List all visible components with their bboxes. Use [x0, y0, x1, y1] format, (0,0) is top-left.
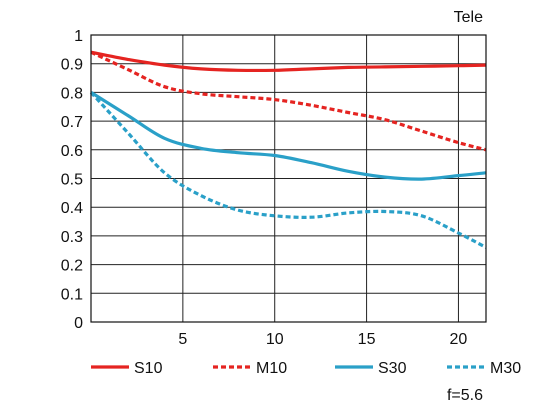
y-tick-label: 0.4 — [61, 200, 83, 217]
legend-label-s10: S10 — [134, 360, 163, 377]
chart-title: Tele — [454, 9, 483, 26]
y-tick-label: 0.7 — [61, 114, 83, 131]
series-line-s10 — [90, 50, 487, 73]
series-layer — [89, 50, 487, 249]
series-line-m30 — [89, 91, 487, 249]
y-tick-label: 0.3 — [61, 229, 83, 246]
x-tick-label: 20 — [450, 331, 468, 348]
x-tick-label: 15 — [358, 331, 376, 348]
y-tick-label: 0.2 — [61, 258, 83, 275]
legend-label-m30: M30 — [490, 360, 521, 377]
legend-label-m10: M10 — [256, 360, 287, 377]
plot-frame — [90, 34, 487, 323]
x-tick-label: 10 — [266, 331, 284, 348]
y-tick-label: 0.8 — [61, 85, 83, 102]
y-tick-label: 0.1 — [61, 286, 83, 303]
series-line-s30 — [90, 91, 487, 181]
y-axis-tick-labels: 0 0.1 0.2 0.3 0.4 0.5 0.6 0.7 0.8 0.9 1 — [61, 28, 83, 332]
x-tick-label: 5 — [178, 331, 187, 348]
y-tick-label: 0.5 — [61, 172, 83, 189]
legend: S10 M10 S30 M30 — [91, 360, 521, 377]
series-line-m10 — [90, 50, 487, 152]
y-tick-label: 0.6 — [61, 143, 83, 160]
y-tick-label: 1 — [74, 28, 83, 45]
y-tick-label: 0 — [74, 315, 83, 332]
legend-label-s30: S30 — [378, 360, 407, 377]
aperture-note: f=5.6 — [447, 387, 483, 404]
x-axis-tick-labels: 5 10 15 20 — [178, 331, 467, 348]
y-tick-label: 0.9 — [61, 57, 83, 74]
